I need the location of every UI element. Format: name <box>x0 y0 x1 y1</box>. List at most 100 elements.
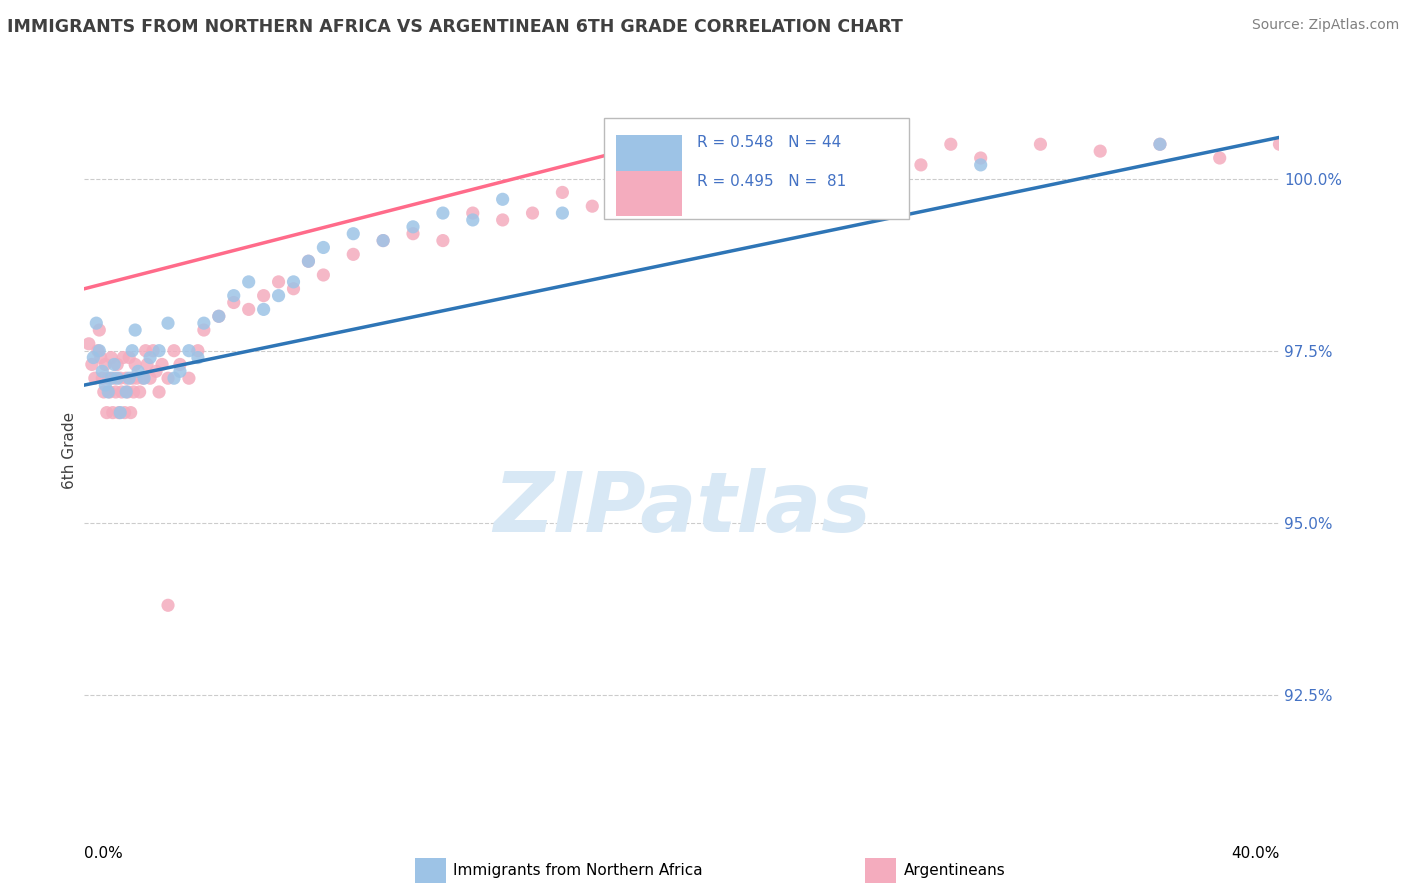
Point <box>101 406 124 420</box>
Point <box>851 165 873 179</box>
Point <box>98 384 121 399</box>
Text: Source: ZipAtlas.com: Source: ZipAtlas.com <box>1251 18 1399 32</box>
Point <box>80 358 103 372</box>
Point <box>671 171 693 186</box>
Point <box>910 158 932 172</box>
Point <box>163 343 186 358</box>
Point <box>461 206 484 220</box>
Point <box>671 171 693 186</box>
Text: R = 0.548   N = 44: R = 0.548 N = 44 <box>697 136 842 151</box>
Point <box>283 282 305 296</box>
Point <box>208 310 231 324</box>
Point <box>342 227 364 241</box>
Point <box>581 199 603 213</box>
Point <box>110 371 132 385</box>
Point <box>1090 144 1112 158</box>
Point <box>880 137 903 152</box>
Point <box>97 384 120 399</box>
Point <box>1268 137 1291 152</box>
Point <box>551 186 574 200</box>
Point <box>267 288 290 302</box>
Point <box>187 351 209 365</box>
Point <box>1149 137 1171 152</box>
Point <box>641 178 664 193</box>
Point <box>128 384 150 399</box>
Point <box>731 165 754 179</box>
Point <box>107 406 129 420</box>
Point <box>208 310 231 324</box>
Point <box>112 351 135 365</box>
Point <box>115 384 138 399</box>
Point <box>127 364 149 378</box>
Point <box>222 288 245 302</box>
Point <box>1029 137 1052 152</box>
Point <box>939 137 962 152</box>
Text: Argentineans: Argentineans <box>904 863 1005 878</box>
Point <box>373 234 395 248</box>
Point <box>118 351 141 365</box>
Point <box>96 406 118 420</box>
Point <box>145 364 167 378</box>
Point <box>124 358 146 372</box>
Point <box>86 316 108 330</box>
Point <box>114 406 136 420</box>
Point <box>267 275 290 289</box>
Point <box>77 336 100 351</box>
Point <box>94 358 117 372</box>
Point <box>1209 151 1232 165</box>
Text: Immigrants from Northern Africa: Immigrants from Northern Africa <box>453 863 703 878</box>
Point <box>492 192 515 206</box>
Point <box>402 227 425 241</box>
Point <box>124 323 146 337</box>
Point <box>121 343 143 358</box>
Point <box>120 406 142 420</box>
Point <box>110 406 132 420</box>
Point <box>157 316 180 330</box>
Point <box>187 343 209 358</box>
Point <box>297 254 319 268</box>
Point <box>700 158 723 172</box>
Point <box>193 316 215 330</box>
Point <box>148 343 170 358</box>
Point <box>612 171 634 186</box>
FancyBboxPatch shape <box>605 118 910 219</box>
Point <box>87 343 110 358</box>
Point <box>118 371 141 385</box>
Point <box>177 343 200 358</box>
Point <box>117 384 139 399</box>
Point <box>790 137 813 152</box>
Bar <box>616 171 682 216</box>
Text: 40.0%: 40.0% <box>1232 847 1279 862</box>
Point <box>238 302 260 317</box>
Point <box>104 384 127 399</box>
Point <box>139 371 162 385</box>
Point <box>373 234 395 248</box>
Point <box>551 206 574 220</box>
Point <box>432 234 454 248</box>
Point <box>193 323 215 337</box>
Point <box>492 213 515 227</box>
Point <box>163 371 186 385</box>
Point <box>222 295 245 310</box>
Point <box>135 343 157 358</box>
Point <box>342 247 364 261</box>
Point <box>136 358 159 372</box>
Point <box>89 343 111 358</box>
Point <box>312 240 335 254</box>
Point <box>169 358 191 372</box>
Point <box>253 302 276 317</box>
Point <box>253 288 276 302</box>
Point <box>157 371 180 385</box>
Point <box>761 158 783 172</box>
Y-axis label: 6th Grade: 6th Grade <box>62 412 77 489</box>
Text: 0.0%: 0.0% <box>84 847 124 862</box>
Point <box>97 371 120 385</box>
Point <box>1149 137 1171 152</box>
Point <box>125 371 148 385</box>
Point <box>139 351 162 365</box>
Point <box>522 206 544 220</box>
Point <box>970 158 993 172</box>
Point <box>103 358 125 372</box>
Point <box>91 371 114 385</box>
Point <box>122 384 145 399</box>
